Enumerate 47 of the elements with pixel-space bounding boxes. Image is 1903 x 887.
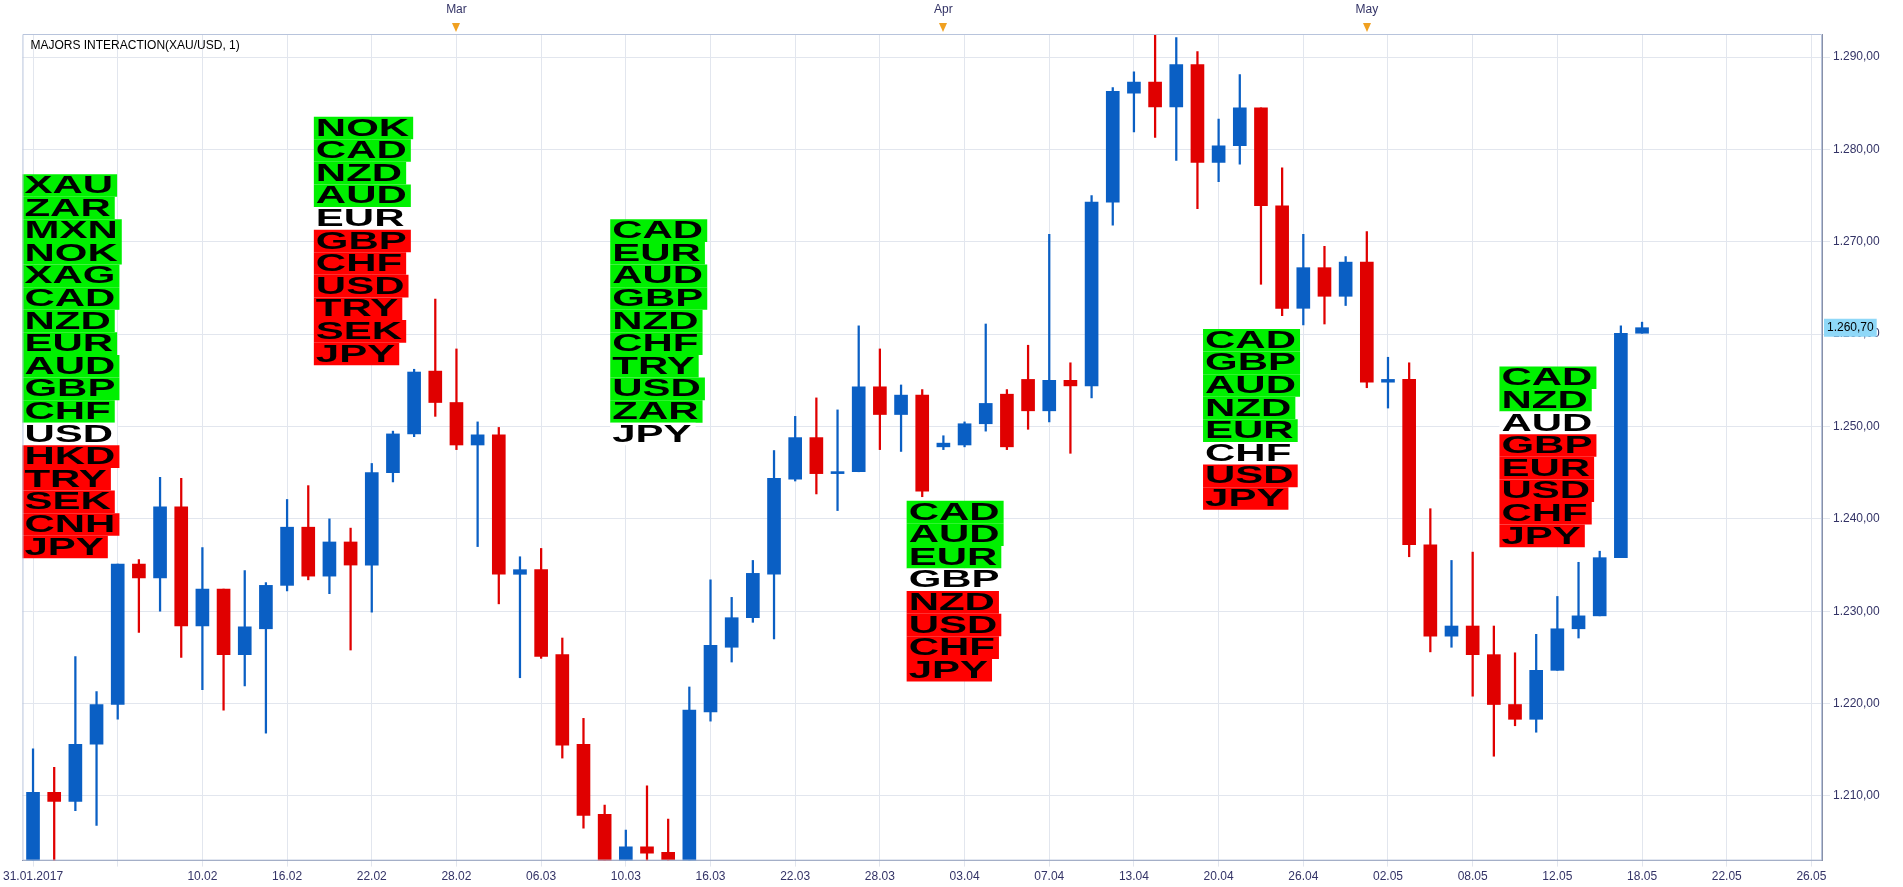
- x-tick-label: 22.02: [356, 869, 388, 884]
- x-tick-label: 16.03: [695, 869, 726, 884]
- annotation: CAD NZD AUD GBP EUR USD CHF JPY: [1501, 363, 1593, 549]
- x-tick-label: 10.03: [610, 869, 642, 884]
- text: XAU ZAR MXN NOK XAG CAD NZD EUR AUD GBP CHF USD HKD TRY SEK CNH JPY: [24, 171, 118, 560]
- annotation: CAD GBP AUD NZD EUR CHF USD JPY: [1205, 326, 1297, 511]
- x-tick-label: 06.03: [526, 869, 557, 884]
- text: CAD EUR AUD GBP NZD CHF TRY USD ZAR JPY: [612, 216, 704, 447]
- x-tick-label: 31.01.2017: [3, 869, 64, 884]
- candlestick: [1063, 362, 1078, 454]
- candlestick: [343, 527, 358, 651]
- x-tick-label: 28.02: [441, 869, 472, 884]
- candlestick: [195, 547, 210, 691]
- x-tick-label: 18.05: [1627, 869, 1658, 884]
- annotation: CAD AUD EUR GBP NZD USD CHF JPY: [908, 497, 1000, 683]
- y-tick-label: 1.280,00: [1833, 141, 1881, 156]
- text: May: [1355, 2, 1379, 17]
- y-tick-label: 1.270,00: [1833, 234, 1881, 249]
- y-tick-label: 1.290,00: [1833, 49, 1881, 64]
- y-tick-label: 1.230,00: [1833, 603, 1881, 618]
- y-tick-label: 1.220,00: [1833, 695, 1881, 710]
- x-tick-label: 28.03: [864, 869, 896, 884]
- x-tick-label: 12.05: [1542, 869, 1573, 884]
- x-tick-label: 10.02: [187, 869, 218, 884]
- y-tick-label: 1.210,00: [1833, 788, 1881, 803]
- candlestick: [830, 409, 845, 511]
- candlestick: [89, 691, 104, 826]
- y-tick-label: 1.250,00: [1833, 418, 1881, 433]
- chart-title: MAJORS INTERACTION(XAU/USD, 1): [30, 38, 240, 53]
- x-tick-label: 16.02: [272, 869, 303, 884]
- x-tick-label: 22.05: [1711, 869, 1743, 884]
- candlestick: [1571, 561, 1586, 639]
- x-tick-label: 26.04: [1288, 869, 1319, 884]
- x-tick-label: 08.05: [1457, 869, 1489, 884]
- x-tick-label: 26.05: [1796, 869, 1827, 884]
- text: NOK CAD NZD AUD EUR GBP CHF USD TRY SEK JPY: [315, 113, 410, 367]
- candlestick: [1444, 560, 1459, 648]
- candlestick: [1211, 118, 1226, 183]
- x-tick-label: 22.03: [780, 869, 811, 884]
- x-tick-label: 20.04: [1203, 869, 1234, 884]
- x-tick-label: 02.05: [1372, 869, 1404, 884]
- text: Mar: [446, 2, 467, 17]
- x-tick-label: 03.04: [949, 869, 980, 884]
- y-tick-label: 1.240,00: [1833, 511, 1881, 526]
- x-tick-label: 07.04: [1034, 869, 1065, 884]
- x-tick-label: 13.04: [1118, 869, 1150, 884]
- text: Apr: [934, 2, 953, 17]
